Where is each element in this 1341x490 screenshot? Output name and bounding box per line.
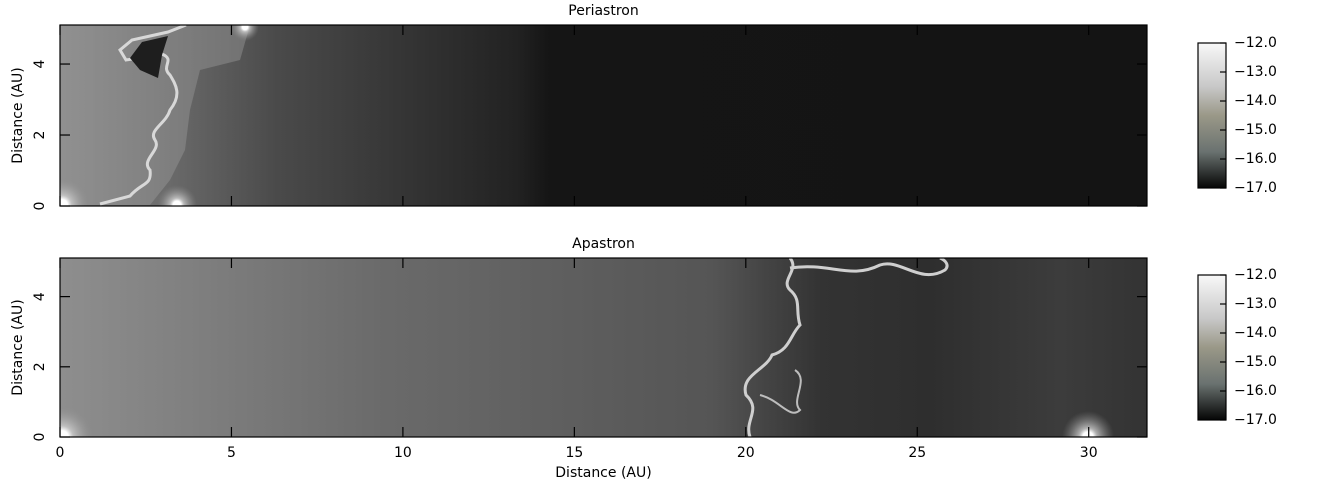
x-tick-label: 25 xyxy=(908,445,926,461)
colorbar-tick-label: −14.0 xyxy=(1234,325,1277,341)
colorbar xyxy=(1198,43,1226,188)
panel-title: Periastron xyxy=(568,3,638,19)
x-axis-label: Distance (AU) xyxy=(555,465,651,481)
y-axis-label: Distance (AU) xyxy=(10,67,26,163)
star xyxy=(231,13,259,41)
x-tick-label: 20 xyxy=(737,445,755,461)
panel-title: Apastron xyxy=(572,236,635,252)
y-tick-label: 0 xyxy=(32,202,48,211)
colorbar-tick-label: −16.0 xyxy=(1234,151,1277,167)
x-tick-label: 0 xyxy=(56,445,65,461)
colorbar-tick-label: −13.0 xyxy=(1234,64,1277,80)
colorbar-tick-label: −17.0 xyxy=(1234,180,1277,196)
colorbar-tick-label: −15.0 xyxy=(1234,122,1277,138)
x-tick-label: 5 xyxy=(227,445,236,461)
x-tick-label: 10 xyxy=(394,445,412,461)
x-tick-label: 15 xyxy=(565,445,583,461)
colorbar-tick-label: −17.0 xyxy=(1234,412,1277,428)
star xyxy=(157,185,197,225)
colorbar-tick-label: −12.0 xyxy=(1234,35,1277,51)
y-tick-label: 4 xyxy=(32,60,48,69)
y-tick-label: 0 xyxy=(32,433,48,442)
image-background xyxy=(60,258,1147,437)
y-tick-label: 2 xyxy=(32,362,48,371)
x-tick-label: 30 xyxy=(1080,445,1098,461)
y-tick-label: 2 xyxy=(32,131,48,140)
y-tick-label: 4 xyxy=(32,292,48,301)
y-axis-label: Distance (AU) xyxy=(10,299,26,395)
colorbar-tick-label: −16.0 xyxy=(1234,383,1277,399)
colorbar xyxy=(1198,275,1226,420)
figure: Periastron Distance (AU) 0 2 4 −12.0 −13.0 −14.… xyxy=(0,0,1341,490)
image xyxy=(34,13,1147,233)
colorbar-tick-label: −15.0 xyxy=(1234,354,1277,370)
colorbar-tick-label: −12.0 xyxy=(1234,267,1277,283)
colorbar-tick-label: −13.0 xyxy=(1234,296,1277,312)
colorbar-tick-label: −14.0 xyxy=(1234,93,1277,109)
